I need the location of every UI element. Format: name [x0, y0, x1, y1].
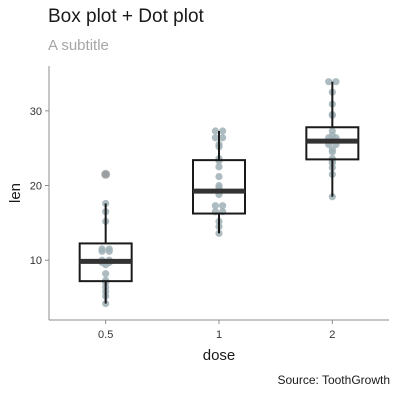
- y-tick-label: 30: [30, 106, 42, 118]
- data-point: [211, 134, 219, 142]
- y-tick-label: 10: [30, 255, 42, 267]
- chart-subtitle: A subtitle: [48, 37, 109, 54]
- x-tick-label: 0.5: [98, 329, 113, 341]
- data-point: [328, 127, 336, 135]
- y-ticks: 10 20 30: [30, 106, 49, 267]
- data-point: [219, 134, 227, 142]
- data-point: [219, 202, 227, 210]
- data-point: [102, 270, 110, 278]
- data-point: [98, 245, 106, 253]
- box-layer: [78, 81, 360, 304]
- chart-title: Box plot + Dot plot: [48, 6, 204, 27]
- x-axis-title: dose: [203, 347, 236, 364]
- box-outlier: [101, 169, 111, 179]
- data-point: [215, 163, 223, 171]
- data-point: [332, 78, 340, 86]
- box-body: [192, 159, 246, 215]
- chart-caption: Source: ToothGrowth: [277, 373, 390, 387]
- data-point: [325, 78, 333, 86]
- data-point: [215, 172, 223, 181]
- data-point: [328, 146, 336, 154]
- data-point: [105, 245, 113, 253]
- x-ticks: 0.5 1 2: [98, 320, 335, 341]
- x-tick-label: 2: [329, 329, 335, 341]
- data-point: [102, 199, 110, 208]
- data-point: [211, 127, 219, 135]
- y-axis-title: len: [7, 183, 24, 203]
- y-tick-label: 20: [30, 181, 42, 193]
- data-point: [219, 127, 227, 135]
- x-tick-label: 1: [216, 329, 222, 341]
- data-point: [211, 202, 219, 210]
- data-point: [215, 181, 223, 190]
